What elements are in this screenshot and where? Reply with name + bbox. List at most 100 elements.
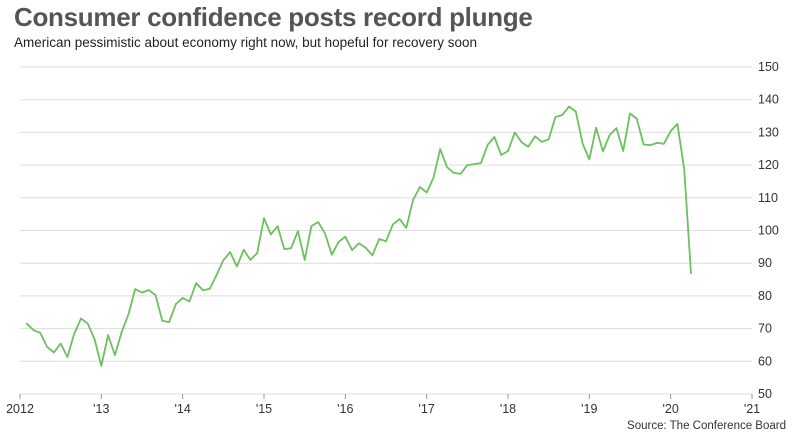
- data-point: [331, 253, 333, 255]
- data-point: [290, 247, 292, 249]
- y-tick-label: 90: [758, 256, 772, 270]
- data-point: [202, 289, 204, 291]
- x-tick-label: '15: [256, 402, 272, 416]
- data-point: [520, 141, 522, 143]
- data-point: [100, 365, 102, 367]
- x-tick-label: '20: [663, 402, 679, 416]
- data-point: [317, 221, 319, 223]
- data-point: [683, 168, 685, 170]
- data-point: [270, 233, 272, 235]
- data-point: [405, 227, 407, 229]
- y-tick-label: 70: [758, 322, 772, 336]
- data-point: [656, 142, 658, 144]
- data-point: [371, 254, 373, 256]
- data-point: [249, 259, 251, 261]
- data-point: [114, 354, 116, 356]
- data-point: [412, 199, 414, 201]
- series-line: [25, 105, 692, 367]
- data-point: [642, 143, 644, 145]
- data-point: [181, 297, 183, 299]
- data-point: [26, 322, 28, 324]
- data-point: [493, 136, 495, 138]
- data-point: [378, 238, 380, 240]
- y-tick-label: 150: [758, 60, 779, 74]
- data-point: [73, 333, 75, 335]
- data-point: [324, 232, 326, 234]
- data-point: [649, 144, 651, 146]
- data-point: [283, 248, 285, 250]
- x-tick-label: '13: [93, 402, 109, 416]
- y-tick-label: 80: [758, 289, 772, 303]
- x-tick-label: '18: [500, 402, 516, 416]
- data-point: [364, 247, 366, 249]
- data-point: [168, 321, 170, 323]
- data-point: [236, 265, 238, 267]
- data-point: [669, 130, 671, 132]
- data-point: [107, 334, 109, 336]
- data-point: [80, 317, 82, 319]
- data-point: [222, 259, 224, 261]
- data-point: [141, 291, 143, 293]
- data-point: [66, 356, 68, 358]
- data-point: [148, 289, 150, 291]
- data-point: [480, 162, 482, 164]
- data-point: [466, 164, 468, 166]
- data-point: [297, 230, 299, 232]
- data-point: [310, 225, 312, 227]
- data-point: [439, 148, 441, 150]
- x-tick-label: 2012: [6, 402, 34, 416]
- data-point: [500, 154, 502, 156]
- data-point: [175, 303, 177, 305]
- y-axis-ticks: 50 60 70 80 90 100 110 120 130 140 150: [758, 60, 779, 401]
- data-point: [398, 218, 400, 220]
- data-point: [392, 223, 394, 225]
- data-point: [425, 191, 427, 193]
- data-point: [93, 338, 95, 340]
- data-point: [215, 274, 217, 276]
- data-point: [242, 249, 244, 251]
- chart-title: Consumer confidence posts record plunge: [14, 2, 533, 32]
- data-point: [256, 252, 258, 254]
- data-point: [629, 112, 631, 114]
- data-point: [154, 294, 156, 296]
- data-point: [39, 332, 41, 334]
- data-point: [53, 351, 55, 353]
- data-point: [622, 150, 624, 152]
- data-point: [351, 249, 353, 251]
- data-point: [554, 116, 556, 118]
- data-point: [547, 138, 549, 140]
- chart-subtitle: American pessimistic about economy right…: [14, 35, 477, 50]
- data-point: [303, 259, 305, 261]
- data-point: [87, 322, 89, 324]
- data-point: [446, 166, 448, 168]
- data-point: [663, 143, 665, 145]
- data-point: [337, 241, 339, 243]
- data-point: [588, 158, 590, 160]
- data-point: [120, 331, 122, 333]
- data-point: [276, 225, 278, 227]
- source-note: Source: The Conference Board: [627, 420, 786, 432]
- data-point: [161, 320, 163, 322]
- data-point: [676, 123, 678, 125]
- data-point: [568, 105, 570, 107]
- x-tick-label: '17: [419, 402, 435, 416]
- data-point: [636, 117, 638, 119]
- data-point: [195, 282, 197, 284]
- data-point: [263, 217, 265, 219]
- data-point: [32, 329, 34, 331]
- data-point: [690, 272, 692, 274]
- x-tick-label: '14: [175, 402, 191, 416]
- data-point: [459, 173, 461, 175]
- x-axis-ticks: 2012 '13 '14 '15 '16 '17 '18 '19 '20 '21: [6, 394, 760, 416]
- data-point: [615, 127, 617, 129]
- data-point: [59, 342, 61, 344]
- data-point: [134, 288, 136, 290]
- x-tick-label: '21: [744, 402, 760, 416]
- data-point: [419, 186, 421, 188]
- y-tick-label: 100: [758, 224, 779, 238]
- data-point: [46, 346, 48, 348]
- series-layer: [25, 105, 692, 367]
- y-tick-label: 110: [758, 191, 778, 205]
- y-tick-label: 60: [758, 354, 772, 368]
